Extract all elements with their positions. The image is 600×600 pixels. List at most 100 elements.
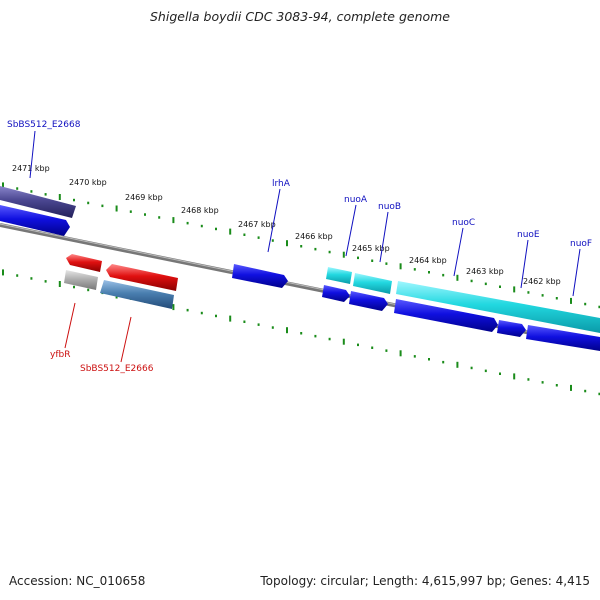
- scale-tick: [499, 372, 501, 375]
- scale-tick: [527, 291, 530, 294]
- scale-tick: [30, 190, 33, 193]
- scale-tick: [342, 251, 345, 258]
- scale-tick: [328, 250, 331, 254]
- scale-tick: [115, 205, 118, 212]
- label-nuoC[interactable]: nuoC: [452, 218, 475, 228]
- scale-tick: [428, 358, 430, 361]
- scale-tick: [87, 201, 90, 205]
- label-nuoA[interactable]: nuoA: [344, 195, 368, 205]
- scale-tick: [286, 240, 288, 247]
- scale-label: 2465 kbp: [352, 244, 390, 253]
- gene-purple-SbBS512_E2668[interactable]: [0, 186, 76, 218]
- scale-tick: [257, 236, 260, 239]
- scale-tick: [357, 256, 359, 260]
- scale-tick: [30, 277, 33, 280]
- scale-tick: [584, 302, 587, 306]
- gene-red-SbBS512_E2666[interactable]: [106, 264, 178, 291]
- gene-red-yfbR[interactable]: [66, 254, 102, 272]
- scale-tick: [215, 227, 217, 231]
- scale-tick: [300, 332, 303, 335]
- label-nuoF[interactable]: nuoF: [570, 239, 592, 249]
- label-SbBS512_E2668[interactable]: SbBS512_E2668: [7, 120, 81, 130]
- scale-tick: [428, 271, 430, 274]
- scale-tick: [328, 337, 331, 341]
- scale-tick: [413, 355, 416, 358]
- scale-tick: [229, 315, 232, 322]
- scale-tick: [186, 308, 189, 312]
- scale-tick: [541, 294, 544, 297]
- scale-label: 2470 kbp: [69, 178, 107, 187]
- scale-tick: [129, 210, 132, 213]
- scale-tick: [484, 369, 487, 373]
- scale-label: 2464 kbp: [409, 256, 447, 265]
- scale-tick: [357, 343, 359, 347]
- scale-tick: [484, 282, 487, 286]
- scale-tick: [499, 285, 501, 288]
- label-nuoB[interactable]: nuoB: [378, 202, 401, 212]
- scale-tick: [172, 217, 175, 224]
- scale-tick: [555, 384, 558, 387]
- scale-tick: [570, 297, 572, 304]
- gene-blue-1[interactable]: [0, 205, 70, 236]
- gene-nuoE[interactable]: [497, 320, 526, 337]
- gene-nuoA[interactable]: [322, 285, 350, 302]
- scale-tick: [271, 239, 274, 242]
- label-SbBS512_E2666[interactable]: SbBS512_E2666: [80, 364, 154, 374]
- scale-tick: [413, 268, 416, 271]
- scale-tick: [44, 193, 47, 196]
- scale-tick: [215, 314, 217, 318]
- scale-tick: [555, 297, 558, 300]
- scale-tick: [44, 280, 47, 283]
- scale-tick: [314, 334, 317, 338]
- gene-steel[interactable]: [100, 280, 174, 309]
- scale-tick: [172, 304, 175, 311]
- scale-tick: [541, 381, 544, 384]
- scale-tick: [527, 378, 530, 381]
- scale-tick: [598, 392, 600, 396]
- gene-nuoC[interactable]: [394, 299, 498, 332]
- scale-label: 2469 kbp: [125, 193, 163, 202]
- scale-tick: [371, 259, 374, 262]
- scale-tick: [442, 273, 445, 277]
- forward-strand-features: [0, 186, 600, 351]
- scale-tick: [200, 311, 203, 315]
- scale-label: 2462 kbp: [523, 277, 561, 286]
- scale-tick: [200, 224, 203, 228]
- label-yfbR[interactable]: yfbR: [50, 350, 70, 360]
- gene-cyan-nuoA[interactable]: [326, 267, 352, 284]
- gene-nuoB[interactable]: [349, 291, 388, 311]
- label-lrhA[interactable]: lrhA: [272, 179, 291, 189]
- scale-tick: [243, 320, 246, 323]
- gene-cyan-nuoC[interactable]: [396, 281, 600, 333]
- scale-tick: [58, 281, 61, 287]
- scale-tick: [314, 247, 317, 251]
- scale-tick: [513, 373, 516, 380]
- scale-tick: [456, 361, 459, 368]
- label-nuoE[interactable]: nuoE: [517, 230, 540, 240]
- scale-tick: [456, 274, 459, 281]
- scale-tick: [399, 350, 402, 357]
- map-title: Shigella boydii CDC 3083-94, complete ge…: [149, 9, 451, 24]
- scale-tick: [16, 274, 19, 277]
- scale-tick: [385, 349, 388, 352]
- scale-tick: [598, 305, 600, 309]
- scale-tick: [229, 228, 232, 235]
- scale-tick: [385, 262, 388, 265]
- scale-tick: [73, 285, 75, 289]
- scale-tick: [371, 346, 374, 349]
- scale-tick: [300, 245, 303, 248]
- gene-gray-pseudo[interactable]: [64, 270, 98, 290]
- scale-tick: [73, 198, 75, 202]
- scale-tick: [101, 204, 104, 208]
- scale-tick: [570, 384, 572, 391]
- scale-tick: [2, 182, 4, 189]
- scale-tick: [243, 233, 246, 236]
- label-leaders: [29, 130, 581, 363]
- gene-nuoF[interactable]: [526, 325, 600, 351]
- scale-tick: [342, 338, 345, 345]
- scale-label: 2463 kbp: [466, 267, 504, 276]
- topology-summary: Topology: circular; Length: 4,615,997 bp…: [260, 574, 590, 588]
- gene-cyan-nuoB[interactable]: [353, 273, 392, 294]
- gene-lrhA[interactable]: [232, 264, 288, 288]
